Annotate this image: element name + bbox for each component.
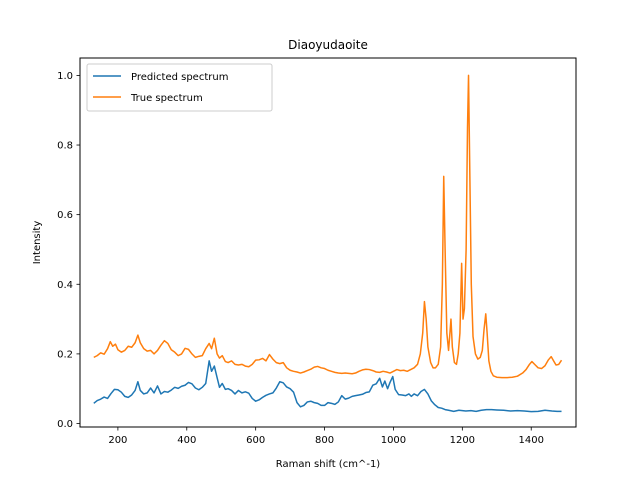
y-tick-label: 1.0 [57,71,73,82]
y-tick-label: 0.2 [57,349,73,360]
legend: Predicted spectrum True spectrum [86,63,273,112]
series-line-true [93,74,563,379]
x-tick-label: 200 [108,435,127,446]
legend-label-true: True spectrum [130,93,203,104]
plot-lines [93,74,563,413]
y-tick-label: 0.4 [57,280,73,291]
x-tick-label: 1400 [518,435,543,446]
x-tick-label: 1200 [450,435,475,446]
x-tick-label: 400 [177,435,196,446]
x-axis-ticks: 200 400 600 800 1000 1200 1400 [108,427,544,446]
y-tick-label: 0.6 [57,210,73,221]
y-tick-label: 0.8 [57,141,73,152]
y-axis-label: Intensity [32,221,43,265]
series-line-predicted [93,360,562,413]
y-tick-label: 0.0 [57,419,73,430]
x-tick-label: 800 [315,435,334,446]
y-axis-ticks: 0.0 0.2 0.4 0.6 0.8 1.0 [57,71,80,430]
x-axis-label: Raman shift (cm^-1) [276,459,381,470]
legend-label-predicted: Predicted spectrum [131,72,228,83]
x-tick-label: 1000 [381,435,406,446]
chart-title: Diaoyudaoite [288,38,368,52]
x-tick-label: 600 [246,435,265,446]
plot-frame [79,57,577,428]
legend-box [86,63,273,112]
